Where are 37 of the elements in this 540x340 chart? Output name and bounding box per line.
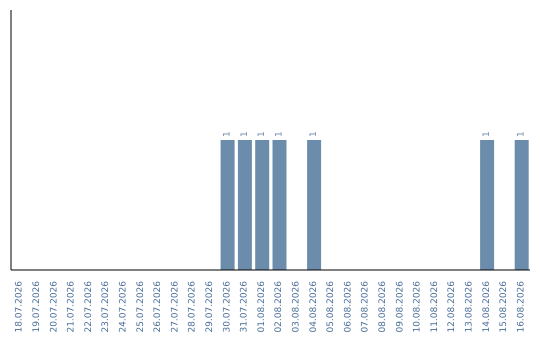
x-tick-label: 21.07.2026 [66, 280, 77, 333]
x-tick-label: 23.07.2026 [101, 280, 112, 333]
x-tick-label: 09.08.2026 [395, 280, 406, 333]
x-tick-label: 20.07.2026 [49, 280, 60, 333]
x-tick-label: 15.08.2026 [499, 280, 510, 333]
x-tick-label: 10.08.2026 [412, 280, 423, 333]
x-tick-label: 29.07.2026 [204, 280, 215, 333]
x-tick-label: 03.08.2026 [291, 280, 302, 333]
x-tick-label: 01.08.2026 [256, 280, 267, 333]
x-tick-label: 16.08.2026 [516, 280, 526, 333]
x-tick-label: 04.08.2026 [308, 280, 319, 333]
x-tick-label: 22.07.2026 [84, 280, 94, 333]
x-tick-label: 02.08.2026 [274, 280, 284, 333]
x-tick-label: 13.08.2026 [464, 280, 474, 333]
data-label: 1 [482, 131, 492, 137]
data-label: 1 [257, 131, 268, 137]
x-tick-label: 27.07.2026 [170, 280, 180, 333]
x-tick-label: 05.08.2026 [326, 280, 336, 333]
x-tick-label: 28.07.2026 [188, 280, 198, 333]
x-tick-label: 25.07.2026 [136, 280, 146, 333]
x-tick-label: 14.08.2026 [482, 280, 492, 333]
x-tick-label: 12.08.2026 [447, 280, 458, 333]
data-label: 1 [309, 131, 320, 137]
x-tick-label: 06.08.2026 [343, 280, 354, 333]
x-tick-label: 07.08.2026 [360, 280, 371, 333]
x-tick-label: 30.07.2026 [222, 280, 232, 333]
x-tick-label: 24.07.2026 [118, 280, 128, 333]
data-label: 1 [274, 131, 284, 137]
data-label: 1 [222, 131, 233, 137]
x-tick-label: 26.07.2026 [153, 280, 164, 333]
x-tick-label: 11.08.2026 [430, 280, 440, 333]
x-tick-label: 31.07.2026 [240, 280, 250, 333]
data-label: 1 [516, 131, 527, 137]
data-label: 1 [240, 131, 250, 137]
x-tick-label: 19.07.2026 [32, 280, 42, 333]
x-tick-label: 08.08.2026 [378, 280, 388, 333]
x-tick-label: 18.07.2026 [14, 280, 25, 333]
